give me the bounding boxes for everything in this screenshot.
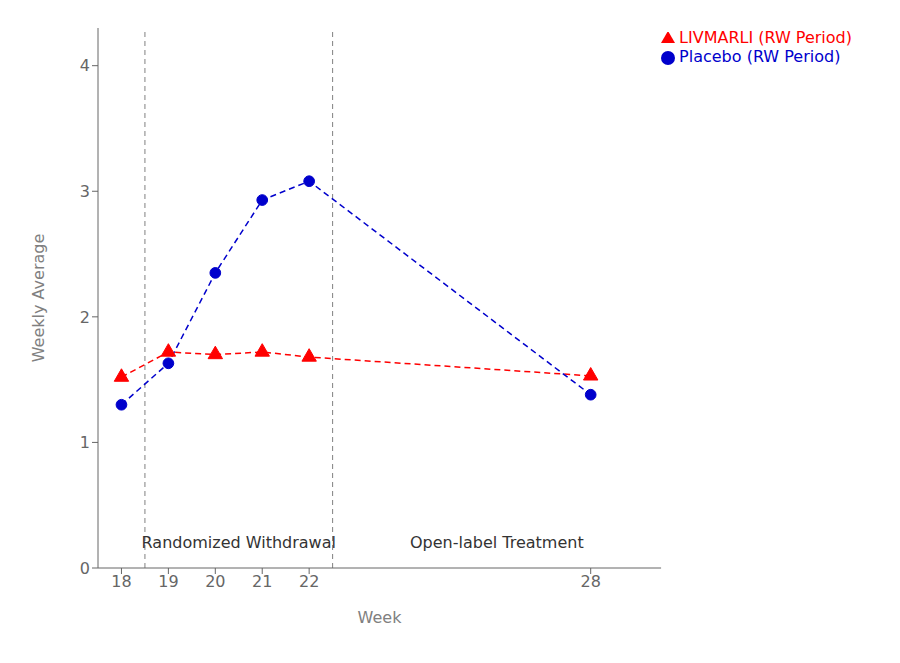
svg-text:2: 2 (80, 308, 90, 327)
svg-text:Week: Week (358, 608, 403, 627)
svg-text:Open-label Treatment: Open-label Treatment (410, 533, 584, 552)
svg-text:Weekly Average: Weekly Average (29, 234, 48, 363)
svg-text:1: 1 (80, 433, 90, 452)
svg-text:18: 18 (111, 572, 131, 591)
svg-text:0: 0 (80, 559, 90, 578)
svg-text:4: 4 (80, 56, 90, 75)
svg-text:3: 3 (80, 182, 90, 201)
svg-text:22: 22 (299, 572, 319, 591)
svg-text:28: 28 (581, 572, 601, 591)
svg-text:20: 20 (205, 572, 225, 591)
svg-text:Randomized Withdrawal: Randomized Withdrawal (142, 533, 336, 552)
svg-text:19: 19 (158, 572, 178, 591)
svg-text:21: 21 (252, 572, 272, 591)
html-text:LIVMARLI (RW Period): LIVMARLI (RW Period) (679, 28, 852, 47)
html-text:Placebo (RW Period): Placebo (RW Period) (679, 47, 841, 66)
